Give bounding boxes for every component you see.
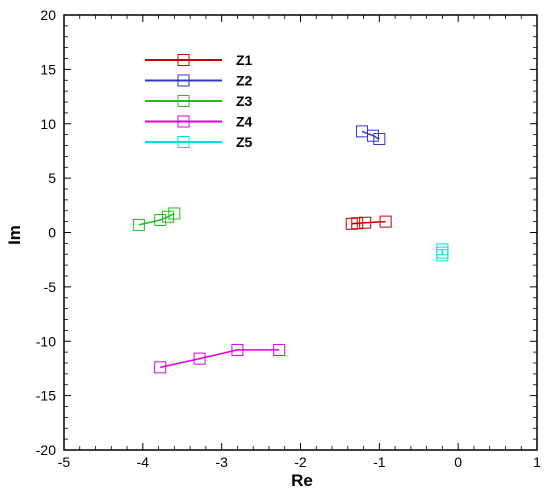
- series-z3: [132, 207, 181, 231]
- series-line: [138, 212, 175, 226]
- y-tick-label: -20: [36, 442, 56, 458]
- data-point: [162, 210, 175, 223]
- y-tick-label: 5: [48, 170, 56, 186]
- data-point: [379, 215, 392, 228]
- series-z4: [154, 343, 286, 374]
- legend-marker: [177, 54, 190, 66]
- series-z5: [436, 243, 449, 262]
- legend-label: Z4: [236, 114, 253, 130]
- series-z2: [355, 125, 386, 145]
- series-line: [160, 349, 280, 369]
- data-point: [193, 352, 206, 365]
- legend-marker: [177, 136, 190, 148]
- legend-label: Z1: [236, 52, 253, 68]
- legend-label: Z2: [236, 73, 253, 89]
- data-point: [355, 125, 368, 138]
- data-point: [436, 249, 449, 262]
- x-tick-label: -3: [215, 454, 228, 470]
- data-point: [367, 129, 380, 142]
- y-tick-label: 15: [40, 61, 56, 77]
- data-point: [273, 343, 286, 356]
- y-tick-label: -10: [36, 333, 56, 349]
- data-point: [154, 361, 167, 374]
- y-axis-title: Im: [5, 225, 24, 245]
- data-point: [351, 217, 364, 230]
- plot-frame: [63, 14, 538, 451]
- x-tick-label: -2: [294, 454, 307, 470]
- x-tick-label: -1: [373, 454, 386, 470]
- series-line: [361, 130, 380, 140]
- data-point: [132, 218, 145, 231]
- plot-series: [132, 125, 449, 374]
- y-tick-label: 20: [40, 7, 56, 23]
- legend-item: Z3: [145, 93, 253, 109]
- data-point: [154, 213, 167, 226]
- y-tick-label: -15: [36, 388, 56, 404]
- x-tick-label: 1: [533, 454, 541, 470]
- x-axis-title: Re: [291, 471, 313, 490]
- legend-marker: [177, 74, 190, 87]
- legend-item: Z1: [145, 52, 253, 68]
- series-line: [351, 220, 386, 225]
- data-point: [359, 216, 372, 229]
- x-tick-label: -4: [137, 454, 150, 470]
- x-tick-label: -5: [58, 454, 71, 470]
- y-tick-label: 0: [48, 225, 56, 241]
- x-tick-label: 0: [454, 454, 462, 470]
- legend-label: Z3: [236, 93, 253, 109]
- series-z1: [345, 215, 392, 230]
- legend-item: Z4: [145, 114, 253, 130]
- data-point: [231, 343, 244, 356]
- legend: Z1 Z2 Z3 Z4 Z5: [145, 52, 253, 150]
- y-tick-label: -5: [44, 279, 57, 295]
- legend-item: Z2: [145, 73, 253, 89]
- legend-label: Z5: [236, 134, 253, 150]
- legend-marker: [177, 95, 190, 107]
- data-point: [373, 132, 386, 145]
- data-point: [168, 207, 181, 220]
- y-tick-label: 10: [40, 116, 56, 132]
- legend-marker: [177, 115, 190, 128]
- legend-item: Z5: [145, 134, 253, 150]
